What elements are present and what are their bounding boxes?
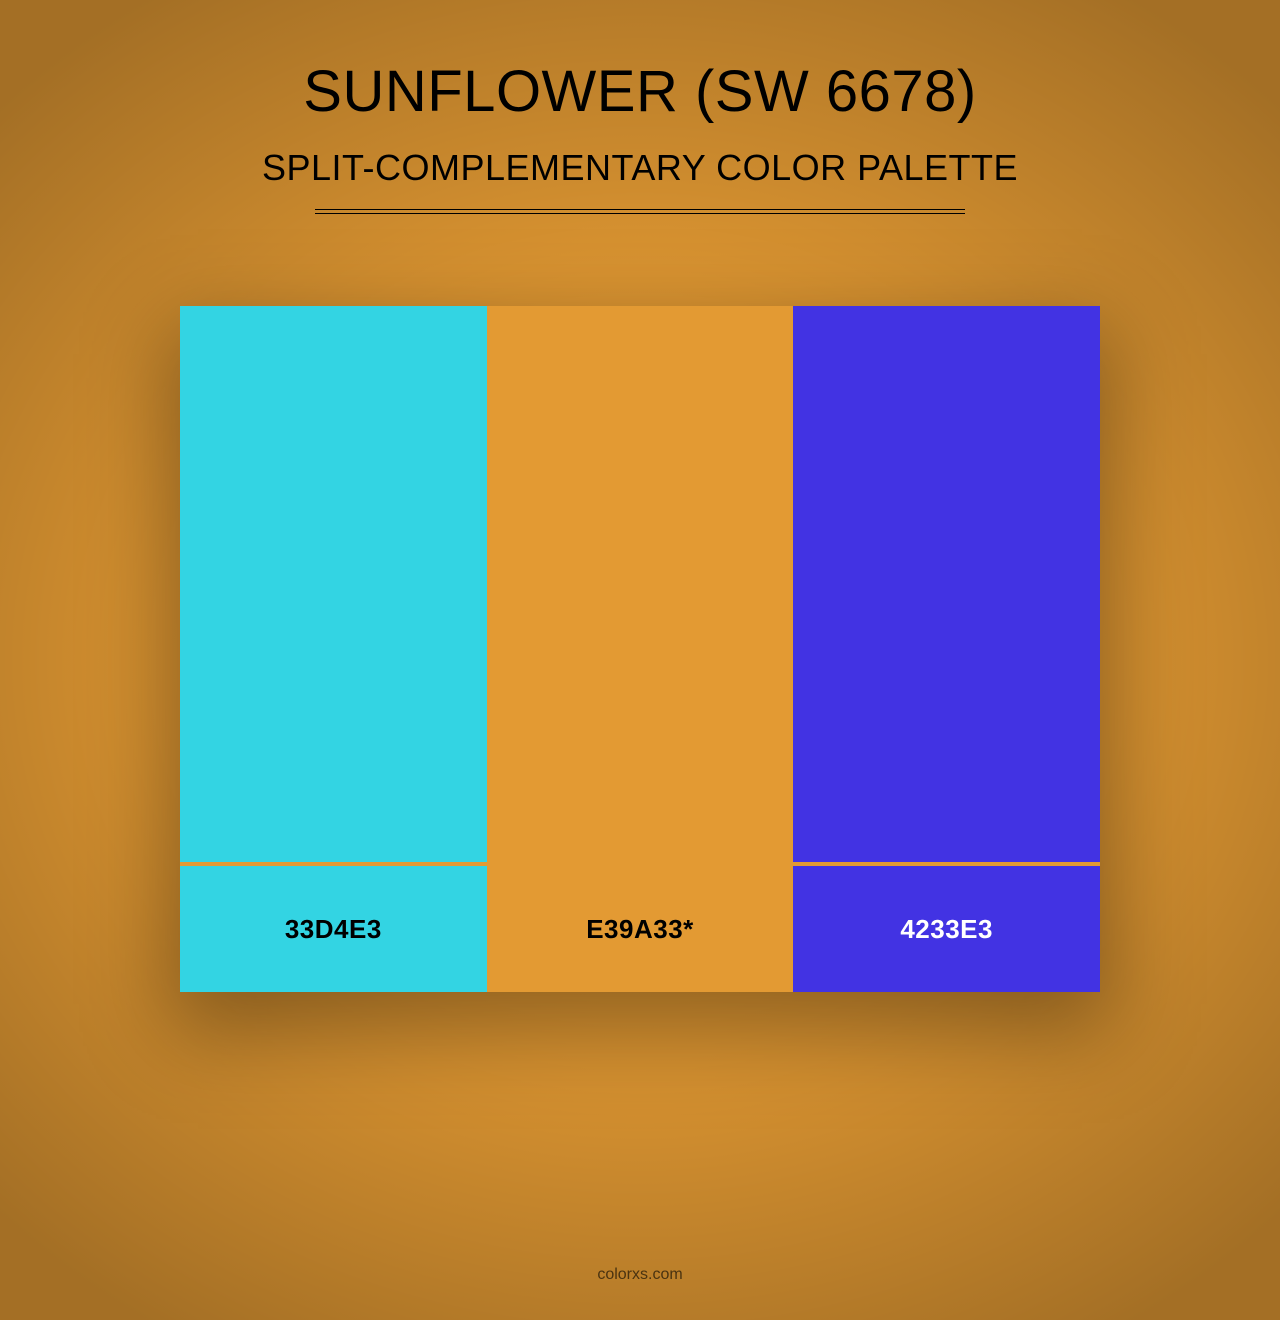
page-subtitle: SPLIT-COMPLEMENTARY COLOR PALETTE bbox=[262, 147, 1018, 189]
swatch-row bbox=[180, 306, 1100, 862]
swatch-label: 33D4E3 bbox=[180, 866, 487, 992]
swatch-label: 4233E3 bbox=[793, 866, 1100, 992]
color-swatch bbox=[793, 306, 1100, 862]
label-row: 33D4E3 E39A33* 4233E3 bbox=[180, 866, 1100, 992]
swatch-label-text: 33D4E3 bbox=[285, 914, 382, 945]
color-swatch bbox=[180, 306, 487, 862]
title-divider bbox=[315, 209, 965, 214]
palette-container: 33D4E3 E39A33* 4233E3 bbox=[180, 306, 1100, 992]
swatch-label-text: E39A33* bbox=[586, 914, 694, 945]
page-title: SUNFLOWER (SW 6678) bbox=[303, 58, 976, 125]
swatch-label-text: 4233E3 bbox=[900, 914, 993, 945]
content-container: SUNFLOWER (SW 6678) SPLIT-COMPLEMENTARY … bbox=[0, 0, 1280, 1320]
color-swatch bbox=[487, 306, 794, 862]
swatch-label: E39A33* bbox=[487, 866, 794, 992]
footer-attribution: colorxs.com bbox=[0, 1266, 1280, 1284]
